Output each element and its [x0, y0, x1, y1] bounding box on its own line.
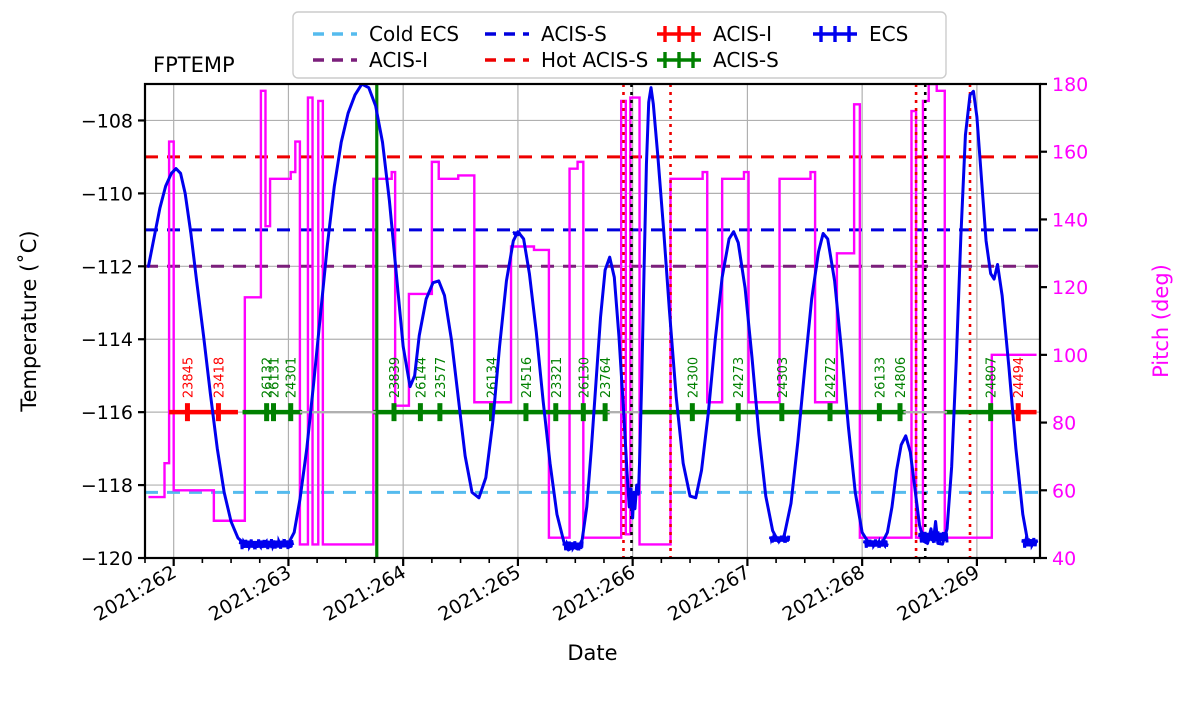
y-axis-label-right: Pitch (deg) [1149, 264, 1173, 378]
obsid-label: 23418 [212, 357, 227, 398]
obsid-label: 26130 [577, 357, 592, 398]
ytick-label-left: −118 [81, 475, 133, 497]
ytick-label-right: 40 [1052, 548, 1076, 570]
obsid-label: 23577 [434, 357, 449, 398]
fptemp-series [146, 84, 1039, 553]
ytick-label-left: −112 [81, 256, 133, 278]
legend-label: ACIS-S [541, 22, 607, 46]
legend-box [292, 11, 947, 79]
ytick-label-left: −108 [81, 110, 133, 132]
obsid-label: 23839 [388, 357, 403, 398]
fptemp-noise [918, 529, 949, 546]
legend-label: ECS [869, 22, 908, 46]
ytick-label-right: 60 [1052, 480, 1076, 502]
legend-label: ACIS-I [713, 22, 772, 46]
fptemp-noise [512, 230, 521, 238]
ytick-label-left: −114 [81, 329, 133, 351]
obsid-label: 24301 [285, 357, 300, 398]
obsid-label: 23321 [550, 357, 565, 398]
ytick-label-right: 180 [1052, 74, 1088, 96]
obsid-label: 24303 [776, 357, 791, 398]
obsid-label: 24273 [732, 357, 747, 398]
obsid-label: 24494 [1012, 357, 1027, 398]
legend-item: ACIS-I [657, 22, 772, 46]
ytick-label-right: 160 [1052, 142, 1088, 164]
fptemp-noise [1021, 535, 1039, 551]
fptemp-noise [862, 536, 889, 551]
obsid-label: 26144 [414, 357, 429, 398]
obsid-label: 24516 [520, 357, 535, 398]
limit-lines [145, 155, 1040, 494]
legend-label: Cold ECS [369, 22, 459, 46]
legend-item: Hot ACIS-S [485, 48, 648, 72]
obsid-label: 26132 [261, 357, 276, 398]
ytick-label-left: −116 [81, 402, 133, 424]
obsid-label: 23764 [599, 357, 614, 398]
obsid-label: 26131 [268, 357, 283, 398]
y-axis-label-left: Temperature (˚C) [17, 230, 41, 412]
legend-item: ACIS-S [657, 48, 779, 72]
legend-item: ACIS-I [313, 48, 428, 72]
fptemp-line [146, 84, 1039, 552]
ytick-label-right: 100 [1052, 345, 1088, 367]
plot-label: FPTEMP [153, 53, 235, 77]
fptemp-noise [562, 539, 584, 553]
legend-label: Hot ACIS-S [541, 48, 648, 72]
legend-item: Cold ECS [313, 22, 459, 46]
obsid-label: 24272 [824, 357, 839, 398]
fptemp-noise [238, 535, 295, 552]
axes-frame [143, 82, 1042, 560]
ytick-label-right: 80 [1052, 413, 1076, 435]
legend-label: ACIS-S [713, 48, 779, 72]
legend-item: ACIS-S [485, 22, 607, 46]
obsid-label: 26133 [873, 357, 888, 398]
legend-item: ECS [813, 22, 908, 46]
pitch-line [148, 84, 1037, 546]
obsid-label: 24806 [894, 357, 909, 398]
obsid-label: 24807 [985, 357, 1000, 398]
fptemp-noise [768, 530, 791, 545]
obsid-label: 24300 [686, 357, 701, 398]
obsid-label: 23845 [181, 357, 196, 398]
ytick-label-left: −120 [81, 548, 133, 570]
ytick-label-right: 120 [1052, 277, 1088, 299]
pitch-series [148, 84, 1037, 546]
legend-label: ACIS-I [369, 48, 428, 72]
x-axis-label: Date [567, 641, 617, 665]
ytick-label-right: 140 [1052, 209, 1088, 231]
ytick-label-left: −110 [81, 183, 133, 205]
